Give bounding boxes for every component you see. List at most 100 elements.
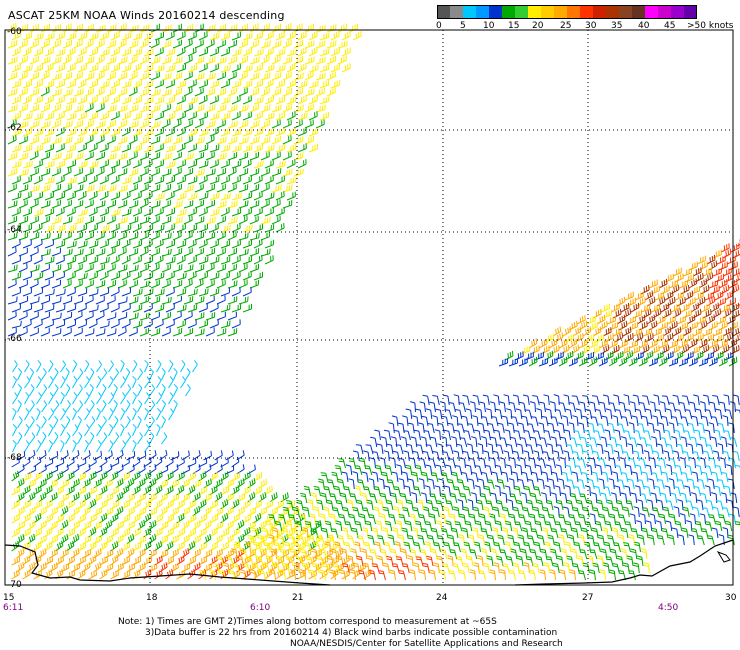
wind-barb [421, 415, 429, 427]
wind-barb [716, 315, 726, 325]
wind-barb [51, 167, 61, 177]
wind-barb [220, 207, 230, 217]
wind-barb [540, 345, 550, 355]
wind-barb [161, 248, 172, 257]
colorbar-swatch [515, 5, 529, 19]
wind-barb [48, 408, 55, 421]
wind-barb [236, 506, 245, 517]
wind-barb [51, 72, 62, 81]
wind-barb [472, 527, 479, 539]
wind-barb [457, 479, 465, 490]
wind-barb [198, 111, 208, 121]
wind-barb [253, 175, 263, 185]
wind-barb [578, 339, 588, 349]
wind-barb [363, 450, 370, 462]
wind-barb [66, 485, 75, 496]
wind-barb [16, 561, 25, 573]
wind-barb [685, 500, 694, 511]
wind-barb [463, 541, 471, 553]
wind-barb [458, 534, 465, 546]
wind-barb [38, 547, 47, 559]
wind-barb [702, 327, 713, 337]
wind-barb [126, 506, 135, 517]
wind-barb [687, 478, 695, 490]
wind-barb [626, 297, 636, 307]
wind-barb [297, 143, 307, 153]
wind-barb [611, 471, 619, 483]
wind-barb [185, 368, 191, 381]
wind-barb [415, 464, 423, 476]
wind-barb [669, 513, 676, 525]
wind-barb [22, 555, 31, 566]
wind-barb [73, 216, 84, 225]
wind-barb [590, 416, 599, 427]
wind-barb [236, 548, 245, 559]
wind-barb [22, 127, 33, 137]
wind-barb [336, 555, 344, 567]
wind-barb [469, 401, 476, 413]
wind-barb [498, 357, 509, 367]
wind-barb [564, 429, 571, 441]
wind-barb [73, 231, 83, 241]
wind-barb [242, 255, 253, 265]
wind-barb [236, 519, 245, 531]
wind-barb [99, 31, 109, 41]
wind-barb [636, 520, 643, 532]
wind-barb [348, 458, 356, 469]
wind-barb [159, 506, 168, 517]
wind-barb [587, 478, 595, 490]
wind-barb [275, 556, 285, 566]
wind-barb [670, 284, 680, 295]
wind-barb [492, 450, 500, 462]
wind-barb [198, 31, 208, 41]
wind-barb [286, 63, 296, 73]
map-frame [4, 29, 734, 586]
wind-barb [646, 444, 654, 455]
wind-barb [220, 512, 229, 524]
wind-barb [33, 223, 43, 233]
wind-barb [187, 96, 198, 105]
wind-barb [88, 256, 99, 265]
wind-barb [260, 40, 271, 49]
wind-barb [89, 367, 95, 381]
wind-barb [553, 429, 561, 441]
wind-barb [459, 457, 466, 469]
wind-barb [517, 422, 525, 434]
wind-barb [723, 430, 731, 441]
wind-barb [242, 192, 253, 201]
wind-barb [161, 432, 168, 445]
wind-barb [126, 520, 135, 531]
wind-barb [139, 327, 149, 337]
wind-barb [209, 272, 220, 281]
wind-barb [674, 273, 684, 283]
wind-barb [337, 478, 345, 490]
wind-barb [220, 541, 230, 552]
wind-barb [205, 135, 215, 145]
wind-barb [198, 144, 209, 153]
wind-barb [154, 47, 164, 57]
wind-barb [187, 540, 196, 552]
wind-barb [718, 321, 728, 331]
wind-barb [104, 463, 113, 475]
wind-barb [33, 159, 43, 169]
wind-barb [172, 295, 182, 305]
wind-barb [509, 457, 516, 469]
wind-barb [297, 541, 306, 552]
wind-barb [22, 239, 32, 249]
wind-barb [126, 464, 135, 475]
wind-barb [266, 555, 274, 567]
wind-barb [719, 457, 726, 469]
wind-barb [472, 394, 480, 406]
wind-barb [194, 279, 204, 289]
wind-barb [564, 485, 571, 497]
wind-barb [128, 296, 139, 305]
wind-barb [242, 271, 252, 281]
wind-barb [22, 271, 32, 281]
wind-barb [154, 192, 165, 201]
wind-barb [315, 104, 326, 113]
wind-barb [101, 416, 107, 429]
wind-barb [429, 513, 436, 525]
wind-barb [587, 422, 595, 434]
wind-barb [662, 326, 672, 337]
wind-barb [716, 297, 726, 307]
